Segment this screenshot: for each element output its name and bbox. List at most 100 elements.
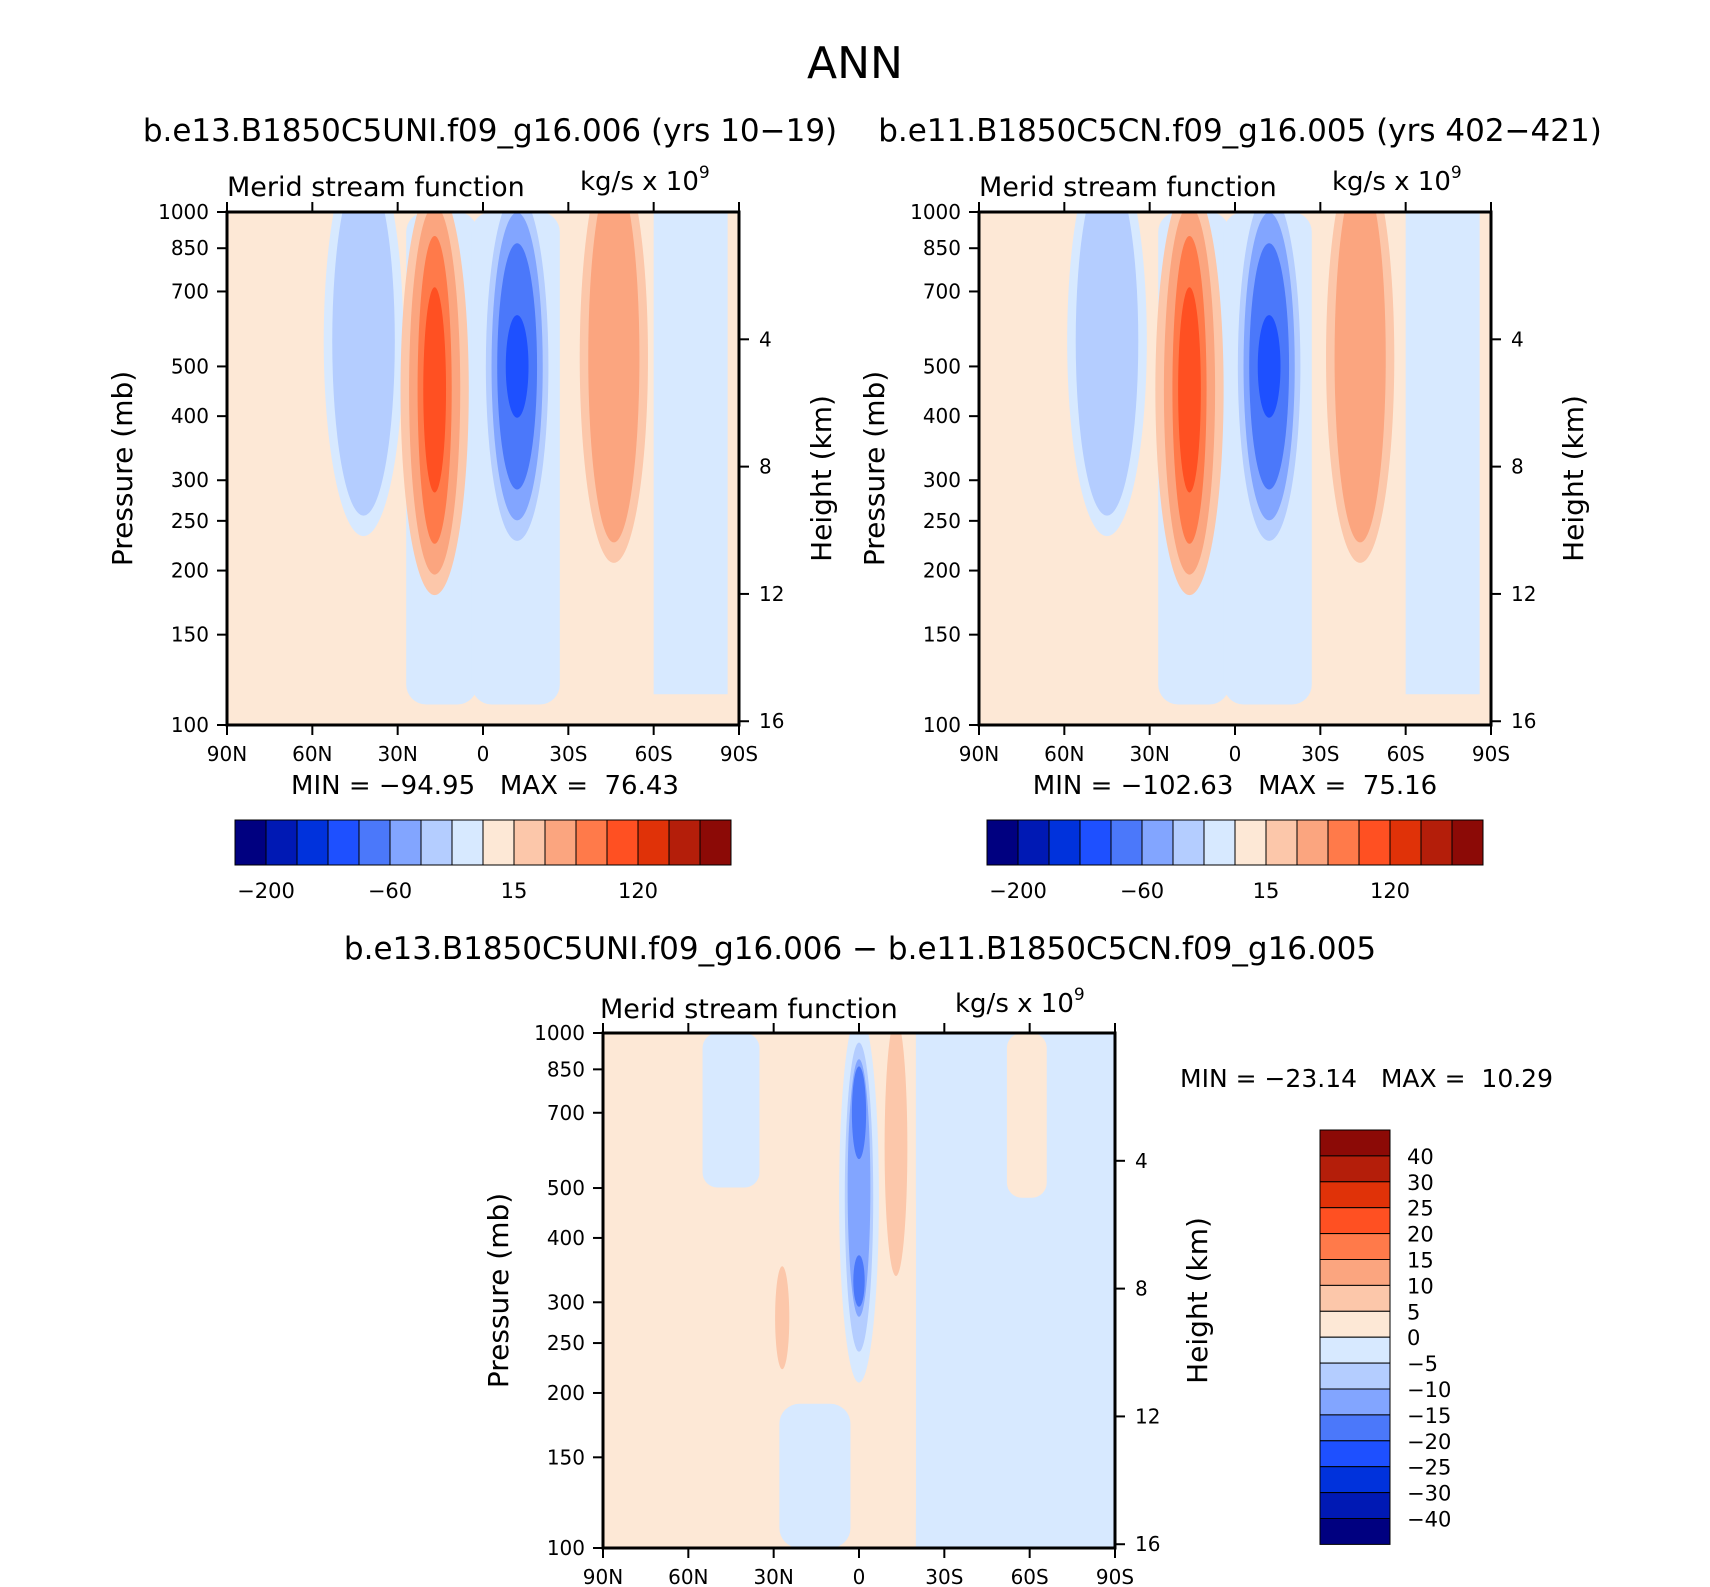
panel1-title: b.e13.B1850C5UNI.f09_g16.006 (yrs 10−19) (143, 113, 837, 149)
panel1-colorbar-box (234, 819, 267, 866)
panel2-units: kg/s x 109 (1332, 163, 1462, 197)
panel2-colorbar-box (1048, 819, 1081, 866)
diff-ytick-label: 850 (547, 1057, 585, 1081)
panel1-xtick-label: 30S (549, 742, 587, 766)
diff-ytick-label: 400 (547, 1226, 585, 1250)
diff-colorbar-label: 40 (1407, 1145, 1434, 1169)
panel2-xtick-label: 30S (1301, 742, 1339, 766)
diff-colorbar-box (1319, 1466, 1391, 1494)
panel1-colorbar-box (544, 819, 577, 866)
diff-ytick-label: 700 (547, 1101, 585, 1125)
diff-colorbar-box (1319, 1362, 1391, 1390)
diff-colorbar-box (1319, 1233, 1391, 1260)
panel2-height-tick-label: 16 (1511, 709, 1536, 733)
panel1-height-tick-label: 8 (759, 455, 772, 479)
panel1-plot: 100 150 200 250 300 400 500 700 850 1000 16 12 8 4 90N… (106, 200, 838, 766)
panel2-height-tick-label: 12 (1511, 582, 1536, 606)
panel2-ytick-label: 1000 (910, 200, 961, 224)
panel1-height-tick-label: 4 (759, 327, 772, 351)
panel1-colorbar-box (451, 819, 484, 866)
panel1-colorbar-label: −200 (237, 879, 295, 903)
panel1-ytick-label: 1000 (158, 200, 209, 224)
panel2-contours (1067, 212, 1480, 705)
panel2-colorbar-label: 120 (1370, 879, 1410, 903)
panel2-xtick-label: 60S (1387, 742, 1425, 766)
panel1-colorbar-label: −60 (368, 879, 412, 903)
panel1-xtick-label: 60N (292, 742, 332, 766)
panel1-ytick-label: 700 (171, 279, 209, 303)
panel1-xtick-label: 90S (720, 742, 758, 766)
panel2-colorbar-box (1079, 819, 1112, 866)
panel1-xtick-label: 30N (377, 742, 417, 766)
panel2-colorbar-box (1451, 819, 1484, 866)
panel2-xtick-label: 30N (1129, 742, 1169, 766)
panel1-ytick-label: 400 (171, 404, 209, 428)
panel2-ytick-label: 300 (923, 468, 961, 492)
panel2-colorbar: −200 −60 15 120 (986, 819, 1484, 903)
diff-height-tick-label: 8 (1135, 1277, 1148, 1301)
panel2-xtick-label: 90N (959, 742, 999, 766)
diff-xtick-label: 60N (668, 1565, 708, 1587)
diff-colorbar-label: −40 (1407, 1508, 1451, 1532)
panel2-colorbar-label: −200 (989, 879, 1047, 903)
panel1-colorbar-box (699, 819, 732, 866)
panel1-colorbar-box (637, 819, 670, 866)
diff-feature-red-2 (775, 1266, 790, 1370)
diff-colorbar-box (1319, 1181, 1391, 1209)
panel2-colorbar-box (1017, 819, 1050, 866)
panel1-feature-3-level-1 (588, 212, 640, 543)
panel1-xtick-label: 0 (477, 742, 490, 766)
panel2-ytick-label: 400 (923, 404, 961, 428)
diff-colorbar-label: −30 (1407, 1482, 1451, 1506)
diff-units: kg/s x 109 (955, 985, 1085, 1019)
diff-colorbar-label: 25 (1407, 1197, 1434, 1221)
diff-colorbar-box (1319, 1414, 1391, 1442)
panel1-region-blue-south (653, 212, 728, 695)
diff-ytick-label: 100 (547, 1536, 585, 1560)
panel1-colorbar-box (482, 819, 515, 866)
diff-ylabel2: Height (km) (1181, 1217, 1214, 1384)
diff-colorbar-label: 30 (1407, 1171, 1434, 1195)
panel2-colorbar-box (1141, 819, 1174, 866)
panel1-ytick-label: 850 (171, 236, 209, 260)
diff-colorbar-box (1319, 1284, 1391, 1312)
panel2-colorbar-label: −60 (1120, 879, 1164, 903)
panel1-colorbar-box (327, 819, 360, 866)
panel2-feature-3-level-1 (1334, 212, 1386, 543)
diff-ytick-label: 1000 (534, 1021, 585, 1045)
panel1-xtick-label: 90N (207, 742, 247, 766)
diff-ytick-label: 250 (547, 1331, 585, 1355)
page-title: ANN (807, 38, 903, 89)
diff-colorbar-box (1319, 1336, 1391, 1364)
panel2-colorbar-box (1234, 819, 1267, 866)
diff-region-blue-north (702, 1033, 760, 1188)
panel2-colorbar-box (1296, 819, 1329, 866)
diff-colorbar-box (1319, 1388, 1391, 1416)
panel1-feature-0-level-1 (332, 212, 395, 516)
panel1-ytick-label: 300 (171, 468, 209, 492)
panel1-subtitle: Merid stream function (227, 172, 525, 203)
panel1-feature-1-level-3 (423, 287, 447, 493)
panel1-ytick-label: 150 (171, 623, 209, 647)
panel2-xtick-label: 60N (1044, 742, 1084, 766)
diff-colorbar-box (1319, 1518, 1391, 1545)
diff-title: b.e13.B1850C5UNI.f09_g16.006 − b.e11.B18… (344, 931, 1376, 967)
diff-colorbar-label: 15 (1407, 1249, 1434, 1273)
panel1-colorbar-box (606, 819, 639, 866)
panel2-region-blue-south (1405, 212, 1480, 695)
diff-ytick-label: 300 (547, 1290, 585, 1314)
panel1-contours (323, 212, 728, 705)
panel2-ytick-label: 150 (923, 623, 961, 647)
panel2-colorbar-box (986, 819, 1019, 866)
diff-colorbar-label: −25 (1407, 1456, 1451, 1480)
panel1-colorbar-box (296, 819, 329, 866)
diff-contours (702, 1033, 1115, 1548)
panel2-colorbar-box (1327, 819, 1360, 866)
panel2-colorbar-box (1265, 819, 1298, 866)
diff-colorbar-label: 0 (1407, 1326, 1420, 1350)
panel2-feature-0-level-1 (1075, 212, 1139, 516)
diff-colorbar-box (1319, 1155, 1391, 1183)
diff-plot: 100 150 200 250 300 400 500 700 850 1000 16 12 8 4 90N… (482, 1021, 1214, 1587)
diff-colorbar-label: −20 (1407, 1430, 1451, 1454)
